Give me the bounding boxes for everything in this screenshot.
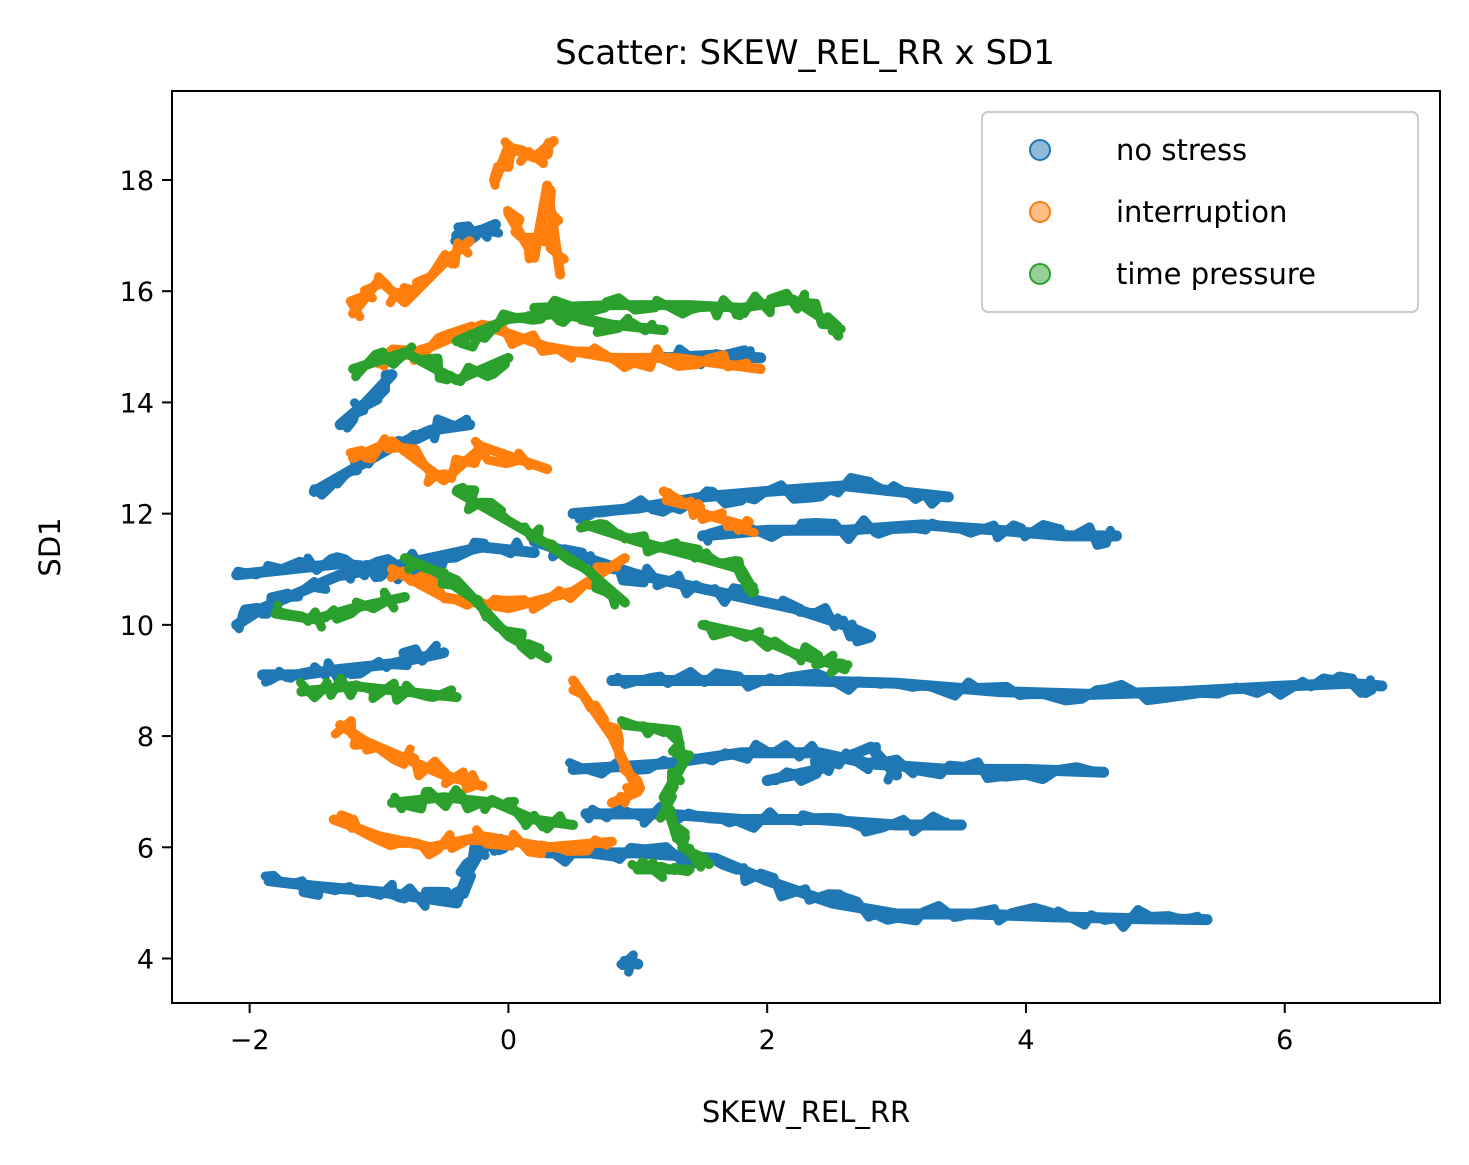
- y-axis-label: SD1: [33, 517, 67, 576]
- series-path-detail: [345, 238, 473, 322]
- series-path-detail: [452, 482, 620, 610]
- series-path-detail: [574, 473, 942, 524]
- legend-marker: [1029, 139, 1051, 161]
- series-no-stress: [231, 219, 1388, 977]
- x-tick-label: 2: [759, 1025, 776, 1056]
- series-path-detail: [272, 587, 399, 632]
- legend-marker: [1029, 263, 1051, 285]
- series-path-detail: [390, 785, 568, 834]
- plot-area: [231, 136, 1388, 977]
- series-path-detail: [661, 488, 759, 538]
- series-path-detail: [404, 559, 545, 660]
- series-path-detail: [576, 519, 758, 598]
- x-axis-label: SKEW_REL_RR: [702, 1095, 910, 1129]
- series-path-detail: [489, 137, 554, 190]
- series-path-detail: [529, 528, 875, 647]
- axes-frame: [171, 90, 1441, 1004]
- series-path-detail: [330, 716, 482, 794]
- chart-title: Scatter: SKEW_REL_RR x SD1: [555, 33, 1055, 73]
- series-path-detail: [351, 342, 510, 387]
- series-path-detail: [765, 742, 899, 786]
- series-path-detail: [524, 288, 846, 336]
- x-tick-label: 4: [1017, 1025, 1034, 1056]
- series-path-detail: [342, 369, 397, 433]
- series-path-detail: [503, 184, 569, 264]
- x-tick-label: −2: [230, 1025, 270, 1056]
- series-interruption: [328, 136, 766, 860]
- series-path-detail: [616, 950, 638, 977]
- x-tick-label: 0: [500, 1025, 517, 1056]
- legend-box: [981, 111, 1419, 313]
- y-tick-label: 10: [120, 611, 154, 642]
- y-tick-label: 6: [137, 833, 154, 864]
- series-path-detail: [627, 857, 693, 882]
- series-time-pressure: [270, 288, 853, 882]
- legend-label: no stress: [1116, 133, 1247, 167]
- y-tick-label: 16: [120, 277, 154, 308]
- y-tick-label: 18: [120, 166, 154, 197]
- series-path-detail: [450, 221, 504, 248]
- series-path-detail: [613, 667, 1377, 706]
- series-path-detail: [542, 842, 1203, 932]
- legend-label: interruption: [1116, 195, 1287, 229]
- series-path-detail: [296, 673, 457, 705]
- y-tick-label: 4: [137, 945, 154, 976]
- series-path-detail: [568, 685, 645, 808]
- series-path-detail: [617, 716, 709, 872]
- series-path: [348, 347, 514, 386]
- y-axis: 4 6 8 10 12 14 16 18: [120, 166, 172, 976]
- series-path-detail: [260, 640, 441, 687]
- series-path-detail: [456, 303, 657, 352]
- y-tick-label: 8: [137, 722, 154, 753]
- legend: no stress interruption time pressure: [981, 111, 1419, 313]
- series-path-detail: [336, 810, 612, 860]
- series-path-detail: [703, 515, 1115, 550]
- series-path-detail: [386, 562, 622, 614]
- series-path-detail: [260, 870, 460, 911]
- y-tick-label: 12: [120, 500, 154, 531]
- series-path-detail: [701, 619, 853, 678]
- legend-marker: [1029, 201, 1051, 223]
- series-path-detail: [584, 801, 951, 837]
- series-path-detail: [345, 434, 534, 487]
- y-tick-label: 14: [120, 388, 154, 419]
- x-tick-label: 6: [1276, 1025, 1293, 1056]
- legend-label: time pressure: [1116, 257, 1316, 291]
- x-axis: −2 0 2 4 6: [230, 1003, 1293, 1056]
